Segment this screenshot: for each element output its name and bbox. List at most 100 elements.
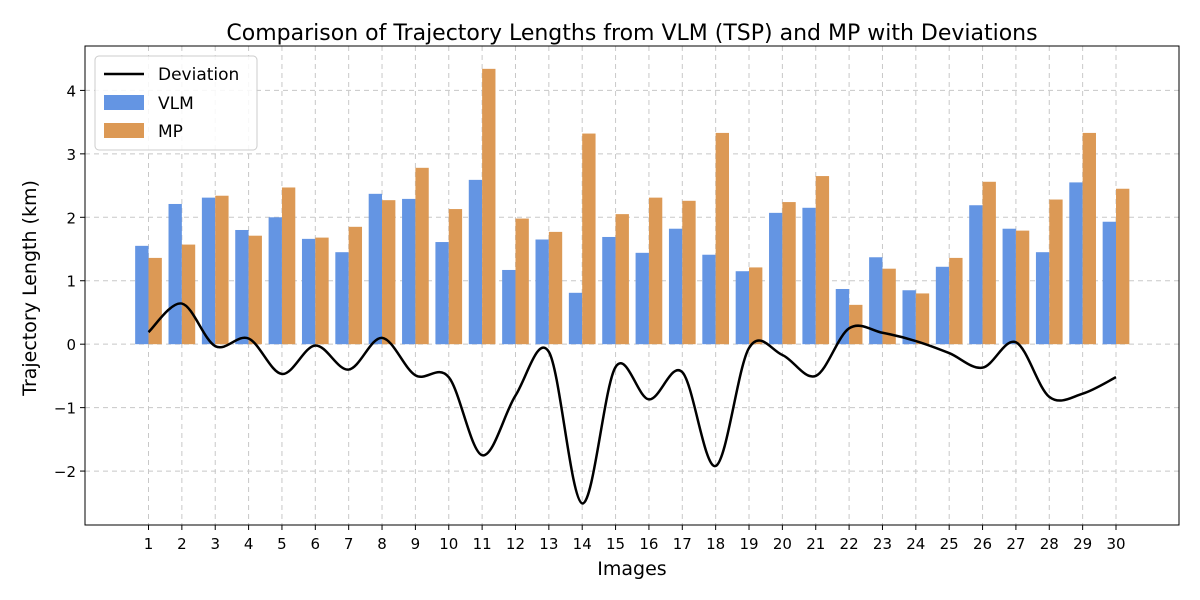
vlm-bar <box>702 254 716 345</box>
plot-frame <box>84 45 1180 526</box>
x-tick-label: 30 <box>1106 535 1125 553</box>
vlm-bar <box>935 266 950 345</box>
y-tick-label: 2 <box>66 209 76 227</box>
mp-bar <box>782 202 796 345</box>
chart-title: Comparison of Trajectory Lengths from VL… <box>226 21 1037 46</box>
x-tick-label: 29 <box>1073 535 1092 553</box>
x-tick-label: 21 <box>806 535 825 553</box>
mp-bar <box>715 132 729 345</box>
mp-bar <box>382 200 396 345</box>
line-layer <box>147 302 1117 505</box>
x-tick-label: 3 <box>210 535 220 553</box>
mp-bar <box>815 176 830 345</box>
mp-bar <box>682 200 696 345</box>
y-axis-label: Trajectory Length (km) <box>19 180 41 397</box>
vlm-bar <box>468 179 483 345</box>
vlm-bar <box>1102 221 1116 345</box>
x-tick-label: 14 <box>573 535 592 553</box>
vlm-bar <box>402 198 416 345</box>
vlm-bar <box>769 212 783 345</box>
y-tick-label: 1 <box>66 273 76 291</box>
legend-mp-label: MP <box>158 122 183 142</box>
x-tick-label: 25 <box>940 535 959 553</box>
x-tick-label: 15 <box>606 535 625 553</box>
legend: Deviation VLM MP <box>94 55 258 151</box>
x-tick-label: 5 <box>277 535 287 553</box>
mp-bar <box>582 133 596 345</box>
y-tick-label: 3 <box>66 146 76 164</box>
vlm-bar <box>235 229 249 345</box>
x-tick-label: 28 <box>1040 535 1059 553</box>
x-tick-label: 23 <box>873 535 892 553</box>
mp-bar <box>949 257 963 345</box>
x-tick-label: 10 <box>439 535 458 553</box>
vlm-bar <box>668 228 683 345</box>
x-tick-label: 8 <box>377 535 387 553</box>
x-tick-label: 11 <box>473 535 492 553</box>
legend-deviation-label: Deviation <box>158 65 239 85</box>
vlm-bar <box>1002 228 1016 345</box>
legend-mp-swatch <box>104 123 144 138</box>
mp-bar <box>515 218 529 345</box>
x-tick-label: 26 <box>973 535 992 553</box>
y-tick-label: −1 <box>54 400 76 418</box>
vlm-bar <box>135 245 149 345</box>
vlm-bar <box>1069 182 1083 345</box>
mp-bar <box>415 167 429 345</box>
deviation-line <box>147 302 1117 505</box>
vlm-bar <box>902 290 916 345</box>
x-tick-label: 20 <box>773 535 792 553</box>
vlm-bar <box>168 203 182 345</box>
mp-bar <box>1015 230 1030 345</box>
mp-bar <box>849 304 863 345</box>
x-tick-label: 27 <box>1006 535 1025 553</box>
x-tick-label: 6 <box>311 535 321 553</box>
mp-bar <box>1049 199 1063 345</box>
vlm-bar <box>1035 252 1050 345</box>
y-tick-label: 0 <box>66 336 76 354</box>
vlm-bar <box>201 197 216 345</box>
vlm-bar <box>435 242 449 345</box>
mp-bar <box>348 226 363 345</box>
mp-bar <box>648 197 663 345</box>
vlm-bar <box>602 236 616 345</box>
x-tick-label: 22 <box>840 535 859 553</box>
x-tick-label: 1 <box>144 535 154 553</box>
mp-bar <box>181 244 196 345</box>
x-tick-label: 7 <box>344 535 354 553</box>
x-tick-label: 9 <box>411 535 421 553</box>
x-tick-label: 24 <box>906 535 925 553</box>
mp-bar <box>749 267 763 345</box>
y-tick-label: 4 <box>66 82 76 100</box>
legend-vlm-swatch <box>104 95 144 110</box>
mp-bar <box>215 195 229 345</box>
vlm-bar <box>869 257 883 345</box>
x-tick-label: 17 <box>673 535 692 553</box>
vlm-bar <box>268 217 282 345</box>
vlm-bar <box>802 207 816 345</box>
mp-bar <box>548 231 563 345</box>
x-tick-label: 12 <box>506 535 525 553</box>
mp-bar <box>915 293 930 345</box>
mp-bar <box>281 187 296 345</box>
vlm-bar <box>635 252 649 345</box>
x-tick-label: 19 <box>739 535 758 553</box>
x-axis-label: Images <box>597 558 666 580</box>
bars-layer <box>135 68 1130 345</box>
mp-bar <box>882 268 896 345</box>
vlm-bar <box>568 292 583 345</box>
mp-bar <box>148 257 162 345</box>
x-tick-label: 4 <box>244 535 254 553</box>
vlm-bar <box>301 238 316 345</box>
vlm-bar <box>969 205 983 345</box>
x-tick-label: 16 <box>639 535 658 553</box>
mp-bar <box>448 209 463 345</box>
vlm-bar <box>335 252 349 345</box>
x-tick-label: 13 <box>539 535 558 553</box>
vlm-bar <box>502 269 516 345</box>
mp-bar <box>982 181 996 345</box>
x-tick-label: 18 <box>706 535 725 553</box>
mp-bar <box>1116 188 1130 345</box>
